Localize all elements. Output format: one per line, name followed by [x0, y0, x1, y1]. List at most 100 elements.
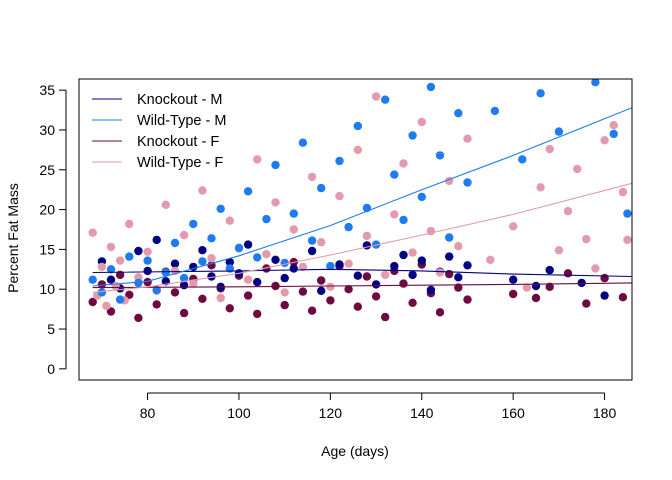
- data-point: [143, 266, 152, 276]
- data-point: [307, 172, 317, 182]
- data-point: [179, 308, 189, 318]
- data-point: [161, 268, 170, 277]
- data-point: [134, 313, 143, 323]
- data-point: [454, 109, 463, 118]
- data-point: [225, 304, 234, 313]
- data-point: [152, 235, 161, 245]
- data-point: [106, 265, 116, 274]
- data-point: [317, 183, 326, 193]
- data-point: [271, 160, 280, 170]
- data-point: [600, 291, 609, 300]
- data-point: [253, 155, 262, 164]
- data-point: [536, 183, 545, 192]
- data-point: [271, 255, 280, 264]
- data-point: [408, 248, 417, 257]
- data-point: [563, 207, 573, 216]
- data-point: [435, 308, 445, 317]
- data-point: [600, 273, 609, 283]
- data-point: [417, 117, 426, 127]
- data-point: [408, 298, 417, 307]
- data-point: [335, 191, 344, 201]
- y-tick-label: 15: [39, 241, 55, 257]
- data-point: [234, 243, 244, 252]
- data-point: [609, 129, 618, 139]
- data-point: [618, 187, 628, 197]
- data-point: [170, 288, 180, 297]
- data-point: [582, 234, 591, 244]
- data-point: [243, 275, 253, 284]
- data-point: [280, 288, 289, 297]
- data-point: [115, 270, 125, 280]
- data-point: [390, 210, 399, 219]
- x-axis-label: Age (days): [321, 443, 389, 459]
- data-point: [298, 138, 308, 147]
- data-point: [326, 261, 335, 271]
- data-point: [408, 270, 417, 280]
- data-point: [531, 293, 541, 303]
- y-tick-label: 30: [39, 122, 55, 138]
- data-point: [125, 252, 134, 261]
- data-point: [317, 238, 326, 247]
- data-point: [88, 275, 97, 284]
- data-point: [623, 209, 632, 218]
- data-point: [198, 186, 207, 195]
- y-tick-label: 25: [39, 162, 55, 178]
- data-point: [179, 230, 189, 240]
- data-point: [298, 262, 308, 272]
- data-point: [353, 302, 362, 311]
- data-point: [591, 264, 600, 273]
- data-point: [280, 300, 289, 310]
- data-point: [262, 250, 271, 259]
- legend-label: Knockout - M: [137, 92, 222, 108]
- data-point: [170, 259, 180, 268]
- data-point: [463, 261, 472, 270]
- data-point: [536, 89, 545, 98]
- y-tick-label: 20: [39, 202, 55, 218]
- data-point: [326, 282, 335, 291]
- data-point: [143, 277, 152, 287]
- data-point: [353, 145, 362, 155]
- data-point: [88, 228, 97, 237]
- data-point: [243, 187, 253, 196]
- data-point: [307, 246, 317, 256]
- x-tick-label: 120: [319, 405, 343, 421]
- trend-line: [92, 268, 632, 278]
- data-point: [582, 299, 591, 308]
- data-point: [179, 273, 189, 283]
- data-point: [298, 287, 308, 296]
- data-point: [207, 234, 216, 243]
- data-point: [152, 300, 161, 309]
- data-point: [143, 256, 152, 265]
- data-point: [435, 151, 445, 160]
- plot-frame: [78, 78, 633, 381]
- data-point: [216, 293, 225, 303]
- x-tick-label: 160: [501, 405, 525, 421]
- data-point: [381, 270, 390, 280]
- data-point: [97, 262, 107, 272]
- data-point: [509, 275, 518, 284]
- data-point: [198, 257, 207, 266]
- data-point: [577, 278, 586, 288]
- y-tick-label: 35: [39, 82, 55, 98]
- data-point: [390, 261, 399, 271]
- data-point: [399, 250, 408, 260]
- data-point: [243, 240, 253, 249]
- data-point: [161, 200, 170, 209]
- data-point: [408, 131, 417, 140]
- data-point: [509, 222, 518, 231]
- data-point: [362, 272, 372, 281]
- data-point: [531, 281, 541, 291]
- data-point: [490, 106, 500, 116]
- data-point: [390, 170, 399, 179]
- x-tick-label: 140: [410, 405, 434, 421]
- data-point: [623, 235, 632, 245]
- data-point: [289, 209, 298, 218]
- data-point: [143, 247, 152, 256]
- data-point: [509, 289, 518, 299]
- points-layer: [88, 79, 632, 323]
- data-point: [253, 253, 262, 262]
- data-point: [335, 156, 344, 166]
- data-point: [463, 134, 472, 143]
- data-point: [399, 215, 408, 225]
